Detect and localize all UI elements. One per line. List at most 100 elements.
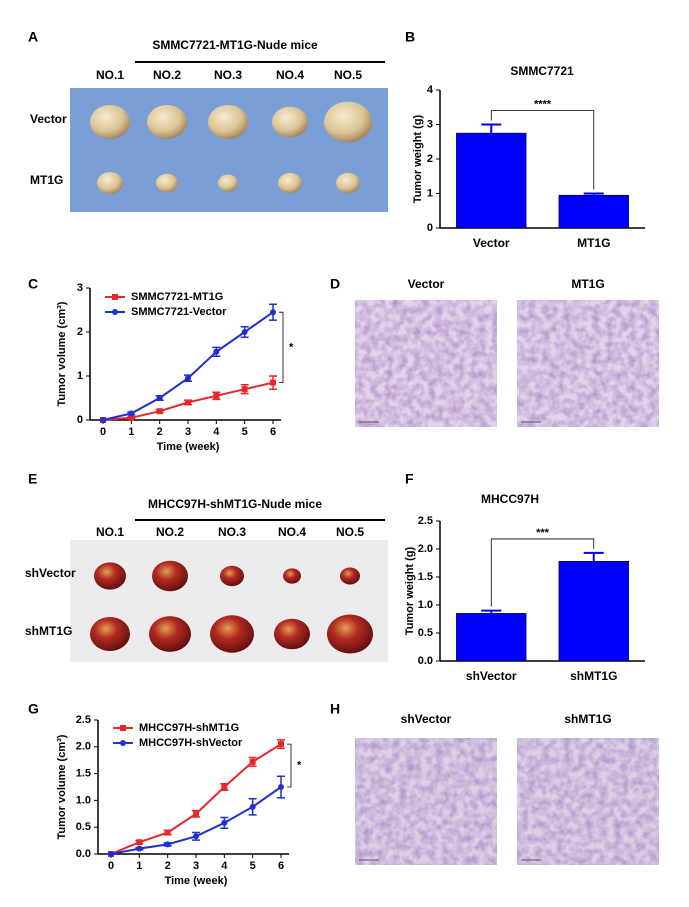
bar xyxy=(558,194,629,229)
x-tick-label: 5 xyxy=(250,860,256,872)
tumor xyxy=(208,105,248,139)
x-tick-label: 2 xyxy=(157,426,163,438)
y-tick-label: 1 xyxy=(77,370,83,382)
tumor xyxy=(283,568,301,584)
x-tick-label: 4 xyxy=(213,426,220,438)
x-tick-label: 6 xyxy=(278,860,284,872)
data-point xyxy=(270,379,276,386)
data-point xyxy=(156,395,163,401)
y-tick-label: 4 xyxy=(427,84,434,96)
y-tick-label: 2.0 xyxy=(76,741,91,753)
histology-texture xyxy=(517,738,659,865)
tumor xyxy=(274,618,310,650)
tumor xyxy=(220,565,244,587)
tumor xyxy=(210,615,254,653)
legend-label: SMMC7721-MT1G xyxy=(131,291,223,303)
row-label: shVector xyxy=(25,566,76,580)
data-point xyxy=(193,833,199,840)
tumor xyxy=(340,567,360,585)
bar xyxy=(456,132,527,229)
y-tick-label: 1.5 xyxy=(418,571,433,583)
data-point xyxy=(164,841,171,848)
tumor xyxy=(152,560,188,592)
column-label: NO.2 xyxy=(156,525,184,539)
significance-bracket xyxy=(279,311,284,383)
y-tick-label: 0 xyxy=(427,222,433,234)
column-label: shMT1G xyxy=(564,712,611,726)
y-tick-label: 1.5 xyxy=(76,768,91,780)
legend-marker xyxy=(120,740,126,746)
y-tick-label: 0.5 xyxy=(76,821,91,833)
bar xyxy=(558,561,629,662)
data-point xyxy=(278,784,284,790)
histology-texture xyxy=(517,300,659,427)
data-point xyxy=(185,375,191,382)
column-label: NO.4 xyxy=(278,525,306,539)
significance-label: * xyxy=(289,341,294,353)
legend-marker xyxy=(112,309,118,315)
data-point xyxy=(213,392,220,399)
significance-bracket xyxy=(490,110,595,190)
tumor xyxy=(218,174,238,192)
data-point xyxy=(241,329,248,335)
column-label: NO.1 xyxy=(96,68,124,82)
chart-title: SMMC7721 xyxy=(510,64,574,78)
tumor xyxy=(324,101,372,143)
panel-label: D xyxy=(330,276,340,292)
chart-title: MHCC97H xyxy=(481,492,539,506)
data-point xyxy=(136,839,143,846)
legend-marker xyxy=(120,725,126,731)
column-label: Vector xyxy=(408,277,445,291)
y-axis-label: Tumor weight (g) xyxy=(404,546,416,635)
x-tick-label: 3 xyxy=(193,860,199,872)
legend-label: SMMC7721-Vector xyxy=(131,306,227,318)
data-point xyxy=(249,758,256,765)
panel-label: G xyxy=(28,701,39,717)
row-label: Vector xyxy=(30,112,67,126)
tumor xyxy=(97,171,123,195)
column-label: NO.5 xyxy=(336,525,364,539)
x-tick-label: Vector xyxy=(473,236,510,250)
panel-label: H xyxy=(330,701,340,717)
y-axis-label: Tumor weight (g) xyxy=(412,114,424,203)
tumor xyxy=(278,172,302,194)
tumor xyxy=(327,614,373,654)
data-point xyxy=(185,399,191,406)
x-tick-label: 5 xyxy=(242,426,248,438)
panel-label: B xyxy=(405,29,415,45)
x-tick-label: 0 xyxy=(100,426,106,438)
data-point xyxy=(128,414,135,421)
x-tick-label: 1 xyxy=(128,426,134,438)
column-label: NO.4 xyxy=(276,68,304,82)
column-label: NO.1 xyxy=(96,525,124,539)
y-tick-label: 0.0 xyxy=(76,848,91,860)
legend-marker xyxy=(112,294,118,300)
x-tick-label: 6 xyxy=(270,426,276,438)
data-point xyxy=(278,741,284,748)
tumor xyxy=(156,173,178,193)
column-label: shVector xyxy=(401,712,452,726)
x-axis-label: Time (week) xyxy=(157,441,220,453)
panel-label: F xyxy=(405,471,414,487)
y-tick-label: 1 xyxy=(427,187,433,199)
y-tick-label: 3 xyxy=(77,282,83,294)
legend-label: MHCC97H-shVector xyxy=(139,737,243,749)
x-tick-label: MT1G xyxy=(577,236,610,250)
panel-label: C xyxy=(28,276,38,292)
tumor xyxy=(94,562,126,590)
significance-bracket xyxy=(490,538,595,607)
panel-title: SMMC7721-MT1G-Nude mice xyxy=(152,38,318,52)
data-point xyxy=(128,410,135,417)
y-axis-label: Tumor volume (cm³) xyxy=(56,734,68,839)
y-tick-label: 2.5 xyxy=(76,714,91,726)
y-tick-label: 2 xyxy=(427,153,433,165)
tumor xyxy=(149,616,191,652)
data-point xyxy=(221,819,228,826)
data-point xyxy=(213,348,220,355)
tumor xyxy=(90,617,130,651)
column-label: NO.2 xyxy=(153,68,181,82)
y-tick-label: 0.0 xyxy=(418,655,433,667)
significance-bracket xyxy=(287,743,292,788)
y-tick-label: 3 xyxy=(427,118,433,130)
